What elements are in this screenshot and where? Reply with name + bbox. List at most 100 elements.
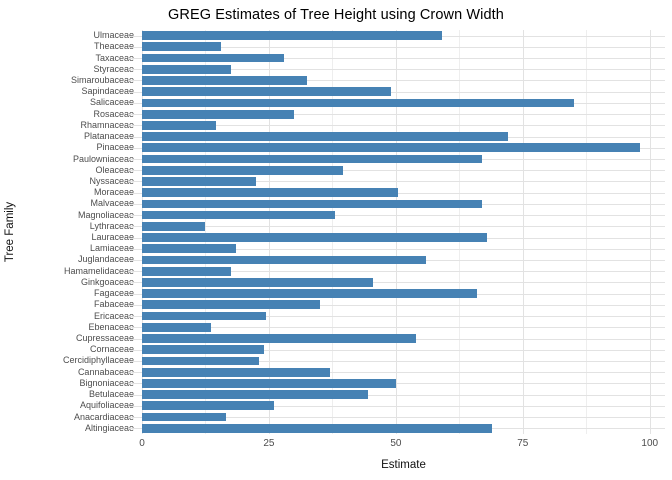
row-gridline xyxy=(128,248,665,250)
bar xyxy=(142,289,478,298)
bar-row xyxy=(128,243,665,254)
bar xyxy=(142,188,399,198)
bar-row xyxy=(128,86,665,97)
row-gridline xyxy=(128,271,665,273)
bar-row xyxy=(128,97,665,108)
y-axis-tick-labels: Ulmaceae Theaceae Taxaceae Styraceae Simarou… xyxy=(20,30,134,434)
bar-row xyxy=(128,310,665,321)
row-gridline xyxy=(128,114,665,116)
y-tick-label: Cupressaceae xyxy=(75,333,134,344)
y-tick-label: Anacardiaceae xyxy=(73,411,134,422)
row-gridline xyxy=(128,91,665,93)
vertical-gridline-minor xyxy=(332,30,334,434)
row-gridline xyxy=(128,349,665,351)
row-gridline xyxy=(128,383,665,385)
plot-panel xyxy=(128,30,665,434)
x-tick-label: 0 xyxy=(139,438,145,449)
bar-row xyxy=(128,254,665,265)
bar xyxy=(142,98,574,108)
bar-row xyxy=(128,322,665,333)
bar-row xyxy=(128,41,665,52)
row-gridline xyxy=(128,372,665,374)
row-gridline xyxy=(128,58,665,60)
bar xyxy=(142,165,343,175)
vertical-gridline-major xyxy=(522,30,524,434)
row-gridline xyxy=(128,226,665,228)
bar xyxy=(142,390,368,399)
bar xyxy=(142,109,295,119)
x-tick-label: 25 xyxy=(263,438,275,449)
bar xyxy=(142,266,231,276)
row-gridline xyxy=(128,282,665,284)
y-tick-label: Cercidiphyllaceae xyxy=(62,355,134,366)
vertical-gridline-minor xyxy=(205,30,207,434)
bar xyxy=(142,278,374,287)
bar xyxy=(142,31,442,40)
row-gridline xyxy=(128,417,665,419)
bar-row xyxy=(128,221,665,232)
y-tick-label: Nyssaceae xyxy=(89,175,134,186)
bar-row xyxy=(128,344,665,355)
x-axis-tick-labels: 0 25 50 75 100 xyxy=(139,438,665,452)
bar xyxy=(142,379,396,388)
bar-row xyxy=(128,378,665,389)
row-gridline xyxy=(128,327,665,329)
bar-row xyxy=(128,109,665,120)
bar-row xyxy=(128,288,665,299)
bar xyxy=(142,345,264,355)
bar-row xyxy=(128,30,665,41)
bar xyxy=(142,423,493,433)
bar-row xyxy=(128,333,665,344)
x-tick-label: 75 xyxy=(517,438,529,449)
row-gridline xyxy=(128,125,665,127)
vertical-gridline-major xyxy=(142,30,143,434)
bar xyxy=(142,120,216,130)
bar-row xyxy=(128,131,665,142)
y-tick-label: Aquifoliaceae xyxy=(79,400,134,411)
vertical-gridline-major xyxy=(268,30,270,434)
bar xyxy=(142,367,330,377)
vertical-gridline-major xyxy=(649,30,651,434)
bar xyxy=(142,154,483,164)
bar xyxy=(142,244,236,254)
row-gridline xyxy=(128,215,665,217)
bar-row xyxy=(128,153,665,164)
row-gridline xyxy=(128,316,665,318)
y-tick-label: Ulmaceae xyxy=(93,30,134,41)
bar-row xyxy=(128,266,665,277)
bar-row xyxy=(128,75,665,86)
bar-row xyxy=(128,423,665,434)
y-tick-label: Lythraceae xyxy=(89,220,134,231)
bar-row xyxy=(128,367,665,378)
row-gridline xyxy=(128,394,665,396)
bar-row xyxy=(128,198,665,209)
y-tick-label: Malvaceae xyxy=(90,198,134,209)
bar-row xyxy=(128,389,665,400)
y-tick-label: Rhamnaceae xyxy=(80,119,134,130)
bar-row xyxy=(128,299,665,310)
y-tick-label: Cornaceae xyxy=(89,344,134,355)
bar xyxy=(142,42,221,52)
y-tick-label: Oleaceae xyxy=(95,164,134,175)
y-tick-label: Rosaceae xyxy=(93,108,134,119)
y-tick-label: Ginkgoaceae xyxy=(80,276,134,287)
row-gridline xyxy=(128,46,665,48)
y-tick-label: Moraceae xyxy=(93,187,134,198)
y-tick-label: Lauraceae xyxy=(91,232,134,243)
y-tick-label: Hamamelidaceae xyxy=(63,265,134,276)
y-tick-label: Theaceae xyxy=(93,41,134,52)
bar xyxy=(142,311,267,321)
chart-title: GREG Estimates of Tree Height using Crow… xyxy=(168,7,504,23)
row-gridline xyxy=(128,360,665,362)
x-tick-label: 50 xyxy=(390,438,402,449)
bar xyxy=(142,76,308,85)
row-gridline xyxy=(128,170,665,172)
bar-row xyxy=(128,176,665,187)
bar xyxy=(142,401,275,411)
bar-row xyxy=(128,232,665,243)
y-tick-label: Sapindaceae xyxy=(81,86,134,97)
bar-row xyxy=(128,400,665,411)
row-gridline xyxy=(128,80,665,82)
row-gridline xyxy=(128,405,665,407)
